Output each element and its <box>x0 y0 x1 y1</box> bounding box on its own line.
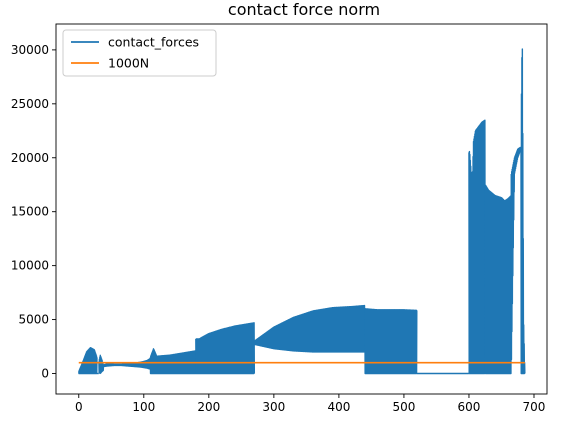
x-tick-label: 300 <box>262 400 285 414</box>
series-line-segment <box>102 357 151 370</box>
y-tick-label: 30000 <box>11 43 49 57</box>
y-tick-label: 15000 <box>11 205 49 219</box>
x-tick-label: 600 <box>458 400 481 414</box>
series-line-segment <box>510 146 522 361</box>
legend: contact_forces 1000N <box>62 29 217 77</box>
x-tick-label: 700 <box>523 400 546 414</box>
y-tick-label: 20000 <box>11 151 49 165</box>
y-tick-label: 10000 <box>11 259 49 273</box>
y-tick-label: 5000 <box>18 313 49 327</box>
x-tick-label: 0 <box>75 400 83 414</box>
x-tick-label: 400 <box>327 400 350 414</box>
plot-frame <box>55 23 548 395</box>
legend-label: 1000N <box>108 56 149 71</box>
legend-label: contact_forces <box>108 35 199 50</box>
axes-group: 0 100 200 300 400 500 600 700 0 5000 10000 15000 200… <box>11 23 548 414</box>
series-group <box>78 48 526 375</box>
series-line-segment <box>520 48 526 375</box>
series-line-segment <box>468 119 486 375</box>
y-tick-label: 25000 <box>11 97 49 111</box>
series-line-segment <box>364 308 418 375</box>
series-contact_forces <box>78 48 526 375</box>
y-tick-label: 0 <box>41 367 49 381</box>
series-line-segment <box>195 322 256 375</box>
x-tick-label: 100 <box>132 400 155 414</box>
x-tick-label: 500 <box>392 400 415 414</box>
chart-title: contact force norm <box>228 0 380 19</box>
series-line-segment <box>98 354 105 375</box>
series-line-segment <box>253 304 366 353</box>
series-line-segment <box>484 184 512 375</box>
x-tick-label: 200 <box>197 400 220 414</box>
series-line-segment <box>78 346 98 375</box>
series-line-segment <box>149 348 197 375</box>
legend-box <box>62 29 217 77</box>
